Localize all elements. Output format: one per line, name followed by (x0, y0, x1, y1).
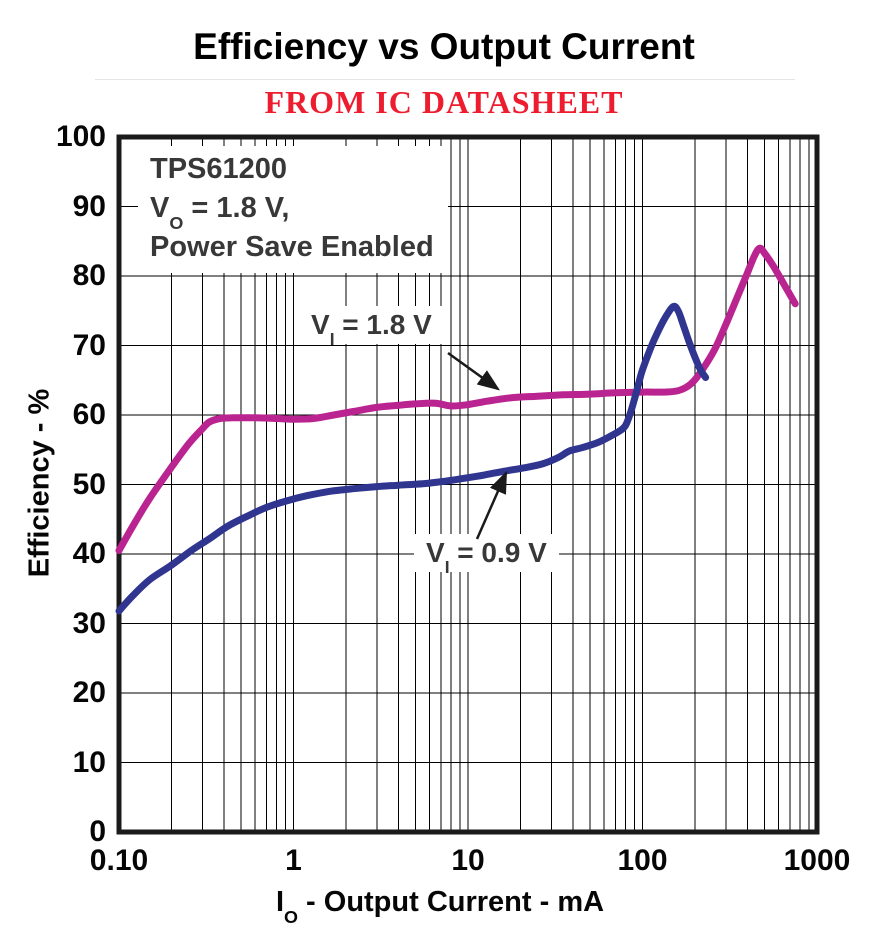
chart-title: Efficiency vs Output Current (193, 26, 695, 67)
series-label-vi-1v8-value: = 1.8 V (334, 309, 432, 340)
series-label-vi-0v9-value: = 0.9 V (449, 537, 547, 568)
title-divider (95, 79, 795, 80)
series-curve-0 (115, 244, 799, 554)
x-axis-title-text: - Output Current - mA (297, 886, 605, 918)
device-annotation-symbol: V (150, 192, 170, 224)
plot-border (116, 134, 820, 835)
x-tick-label: 10 (451, 844, 485, 877)
y-tick-label: 10 (72, 745, 106, 779)
x-axis-title-subscript: O (284, 906, 298, 927)
y-tick-label: 30 (72, 606, 106, 640)
chart-subtitle: FROM IC DATASHEET (264, 84, 624, 120)
series-label-vi-0v9-subscript: I (444, 557, 450, 578)
device-annotation: TPS61200 VO = 1.8 V, Power Save Enabled (138, 146, 448, 273)
series-label-vi-1v8-symbol: V (311, 309, 330, 340)
device-annotation-value: = 1.8 V, (183, 192, 290, 224)
y-axis-title: Efficiency - % (23, 388, 56, 578)
y-tick-label: 20 (72, 676, 106, 709)
series-curve-1 (115, 302, 710, 615)
x-axis-title: IO - Output Current - mA (275, 886, 605, 926)
y-tick-label: 80 (72, 259, 106, 292)
x-tick-label: 1000 (783, 844, 851, 877)
x-axis-title-symbol: I (275, 886, 284, 918)
device-annotation-line1: TPS61200 (150, 153, 288, 185)
x-tick-label: 0.10 (89, 844, 149, 877)
y-tick-label: 100 (55, 120, 106, 153)
y-tick-label: 60 (72, 398, 106, 431)
device-annotation-line2: VO = 1.8 V, (150, 189, 434, 232)
series-label-vi-1v8: VI = 1.8 V (299, 306, 444, 348)
x-tick-label: 100 (617, 844, 668, 877)
device-annotation-line3: Power Save Enabled (150, 231, 434, 263)
series-label-vi-0v9: VI = 0.9 V (414, 534, 559, 576)
x-tick-label: 1 (285, 844, 302, 877)
y-tick-label: 50 (72, 467, 106, 501)
y-tick-label: 90 (72, 189, 106, 223)
series-label-vi-0v9-symbol: V (426, 537, 445, 568)
y-tick-label: 40 (72, 537, 106, 570)
device-annotation-subscript: O (169, 212, 184, 233)
y-tick-label: 0 (89, 815, 106, 848)
series-label-vi-1v8-subscript: I (329, 329, 335, 350)
y-tick-label: 70 (72, 328, 106, 362)
